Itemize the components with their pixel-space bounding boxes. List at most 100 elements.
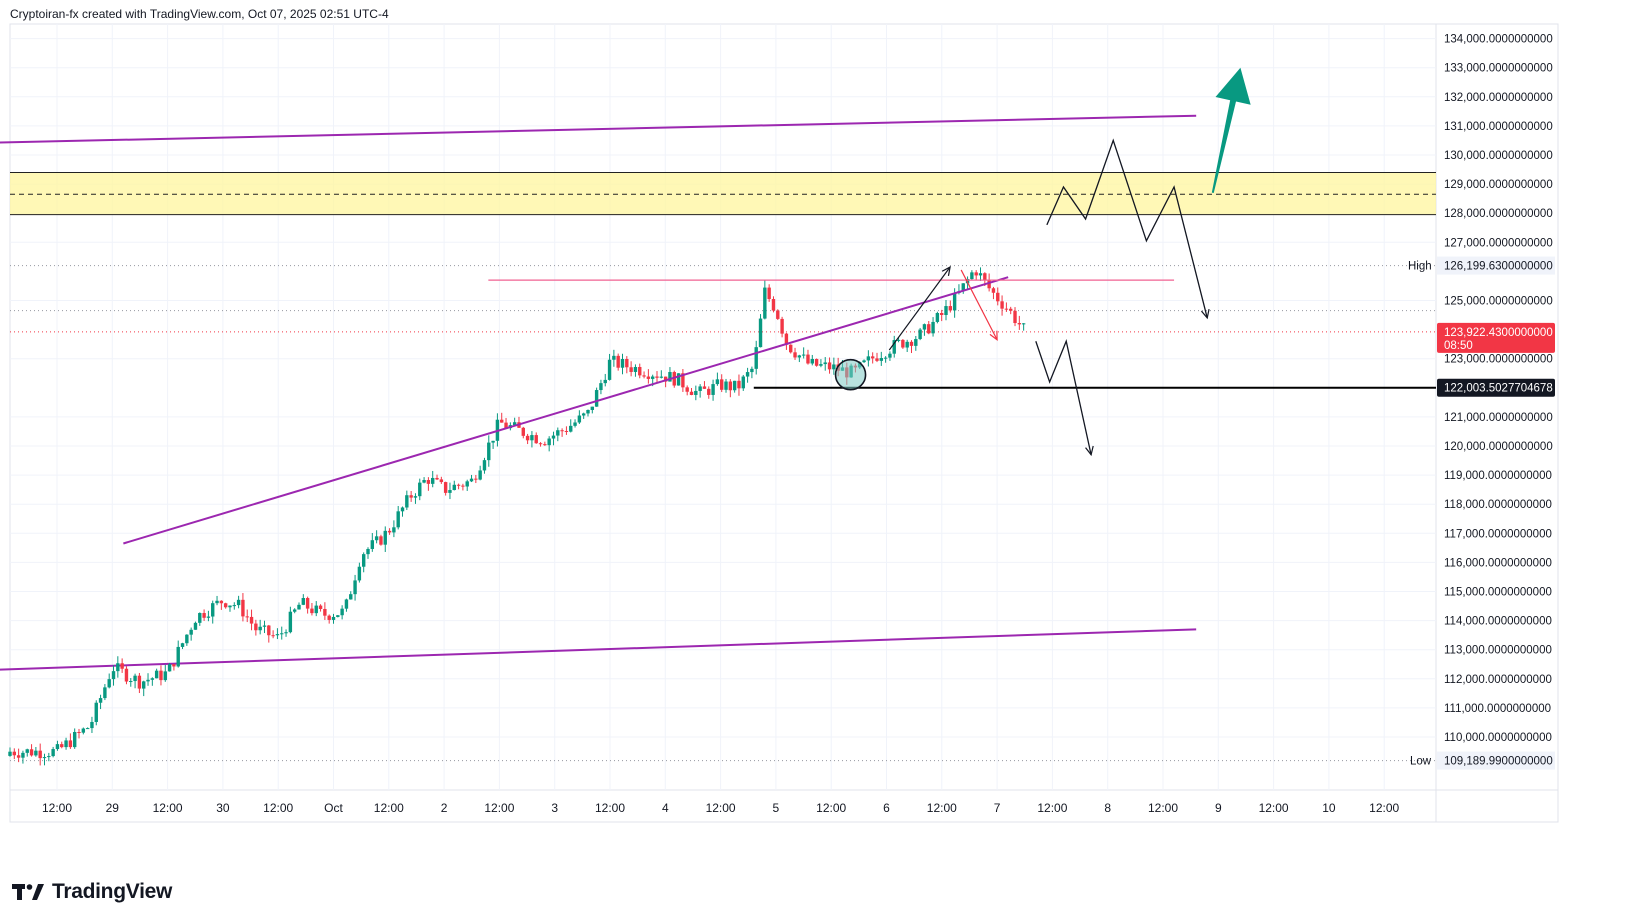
candle-body [901, 339, 905, 348]
channel-upper-line [0, 114, 1197, 144]
candle-body [301, 598, 306, 605]
price-tick-label: 131,000.0000000000 [1444, 121, 1553, 133]
last-price-badge [1437, 322, 1555, 353]
candle-body [599, 383, 603, 391]
candle-body [970, 272, 974, 280]
candle-body [55, 744, 60, 750]
candle-body [154, 670, 159, 679]
candle-body [728, 381, 733, 391]
candle-body [34, 750, 38, 756]
candle-body [914, 339, 918, 346]
candle-body [172, 664, 176, 667]
candle-body [405, 495, 409, 508]
candle-body [672, 372, 676, 386]
candle-body [232, 605, 236, 607]
candle-body [655, 376, 659, 378]
candle-body [870, 356, 875, 359]
candle-body [944, 306, 948, 316]
candle-body [793, 352, 797, 358]
candle-body [754, 347, 758, 369]
time-tick-label: 12:00 [706, 801, 736, 815]
candle-body [931, 321, 935, 334]
low-value: 109,189.9900000000 [1444, 756, 1553, 768]
candle-body [12, 751, 17, 756]
candle-body [543, 444, 547, 446]
candle-body [577, 415, 582, 423]
channel-lines [0, 114, 1197, 671]
candle-body [98, 698, 103, 703]
candle-body [180, 643, 185, 647]
candle-body [504, 422, 508, 429]
candle-body [94, 702, 98, 722]
candle-body [461, 485, 465, 487]
candle-body [668, 372, 672, 382]
candle-body [353, 580, 357, 595]
rising-trendline [123, 276, 1009, 545]
candle-body [983, 273, 987, 280]
candle-body [249, 616, 254, 624]
drawings [123, 67, 1436, 545]
price-tick-label: 118,000.0000000000 [1444, 499, 1552, 511]
candle-body [124, 668, 129, 682]
candle-body [288, 611, 293, 633]
candle-body [659, 376, 664, 378]
candle-body [392, 527, 396, 533]
candle-body [625, 358, 629, 368]
candle-body [629, 367, 633, 372]
candle-body [81, 728, 86, 733]
channel-lower-line [0, 628, 1197, 671]
candle-body [642, 375, 646, 377]
candle-body [806, 354, 810, 364]
candle-body [452, 484, 456, 491]
candle-body [111, 671, 116, 680]
candle-body [38, 750, 42, 759]
supply-zone-box [10, 172, 1436, 215]
candle-body [215, 600, 219, 604]
price-tick-label: 133,000.0000000000 [1444, 63, 1553, 75]
time-tick-label: 30 [216, 801, 230, 815]
candle-body [469, 478, 474, 482]
candle-body [64, 740, 68, 748]
candle-body [564, 430, 569, 432]
candle-body [198, 613, 202, 623]
candle-body [1021, 323, 1026, 325]
candle-body [254, 623, 258, 631]
time-tick-label: 6 [883, 801, 890, 815]
bearish-scenario-path [1035, 339, 1092, 455]
candle-body [581, 413, 586, 416]
price-tick-label: 110,000.0000000000 [1444, 732, 1552, 744]
candle-body [456, 484, 461, 486]
candle-body [361, 554, 366, 567]
candle-body [297, 604, 301, 610]
candle-body [948, 306, 953, 311]
candle-body [534, 435, 538, 444]
candle-body [974, 272, 978, 276]
candle-body [491, 440, 495, 443]
time-tick-label: 12:00 [153, 801, 183, 815]
high-label: High [1408, 261, 1432, 273]
candle-body [607, 359, 612, 380]
candle-body [21, 752, 25, 758]
candle-body [474, 478, 478, 480]
candle-body [448, 490, 452, 493]
brand-name: TradingView [52, 880, 173, 903]
candle-body [336, 615, 340, 617]
candle-body [823, 362, 827, 365]
candle-body [556, 430, 560, 436]
tradingview-brand[interactable]: TradingView [12, 880, 172, 904]
price-tick-label: 114,000.0000000000 [1444, 616, 1552, 628]
candle-body [961, 283, 965, 292]
candle-body [724, 381, 728, 390]
time-tick-label: 8 [1104, 801, 1111, 815]
candle-body [586, 409, 590, 414]
candle-body [711, 384, 715, 395]
candle-body [952, 293, 957, 311]
candle-body [275, 634, 280, 636]
price-tick-label: 130,000.0000000000 [1444, 150, 1553, 162]
candle-body [443, 482, 448, 493]
scenario-arrow-head [1200, 309, 1210, 320]
price-tick-label: 127,000.0000000000 [1444, 237, 1553, 249]
candle-body [866, 356, 871, 361]
time-tick-label: 5 [773, 801, 780, 815]
